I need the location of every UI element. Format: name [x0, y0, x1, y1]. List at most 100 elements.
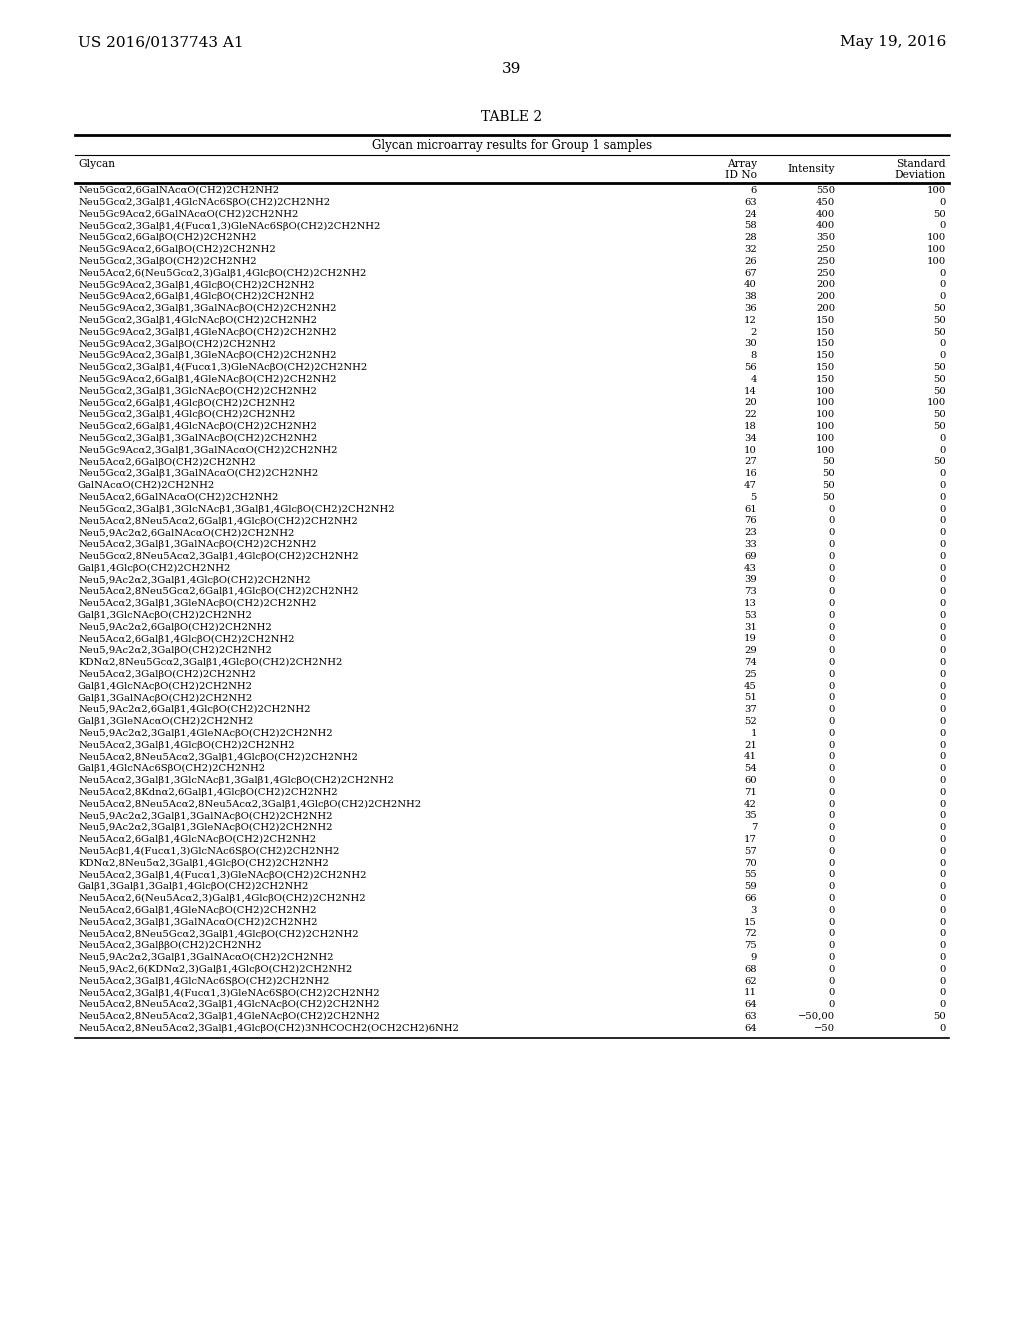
- Text: 0: 0: [828, 741, 835, 750]
- Text: 0: 0: [940, 764, 946, 774]
- Text: 13: 13: [744, 599, 757, 609]
- Text: 0: 0: [940, 717, 946, 726]
- Text: 0: 0: [940, 906, 946, 915]
- Text: 0: 0: [940, 564, 946, 573]
- Text: 15: 15: [744, 917, 757, 927]
- Text: 0: 0: [828, 611, 835, 620]
- Text: Neu5Acα2,8Neu5Acα2,3Galβ1,4GlcβO(CH2)2CH2NH2: Neu5Acα2,8Neu5Acα2,3Galβ1,4GlcβO(CH2)2CH…: [78, 752, 357, 762]
- Text: 5: 5: [751, 492, 757, 502]
- Text: Neu5Acα2,3Galβ1,3GlcNAcβ1,3Galβ1,4GlcβO(CH2)2CH2NH2: Neu5Acα2,3Galβ1,3GlcNAcβ1,3Galβ1,4GlcβO(…: [78, 776, 394, 785]
- Text: 30: 30: [744, 339, 757, 348]
- Text: 0: 0: [940, 894, 946, 903]
- Text: Neu5Acα2,3Galβ1,4(Fucα1,3)GleNAcβO(CH2)2CH2NH2: Neu5Acα2,3Galβ1,4(Fucα1,3)GleNAcβO(CH2)2…: [78, 870, 367, 879]
- Text: 0: 0: [828, 929, 835, 939]
- Text: 63: 63: [744, 1012, 757, 1020]
- Text: TABLE 2: TABLE 2: [481, 110, 543, 124]
- Text: 33: 33: [744, 540, 757, 549]
- Text: 0: 0: [940, 292, 946, 301]
- Text: 0: 0: [940, 965, 946, 974]
- Text: 0: 0: [940, 222, 946, 231]
- Text: Galβ1,3GlcNAcβO(CH2)2CH2NH2: Galβ1,3GlcNAcβO(CH2)2CH2NH2: [78, 611, 253, 620]
- Text: 0: 0: [940, 587, 946, 597]
- Text: 66: 66: [744, 894, 757, 903]
- Text: 0: 0: [940, 800, 946, 809]
- Text: 250: 250: [816, 257, 835, 265]
- Text: Neu5,9Ac2α2,6GalNAcαO(CH2)2CH2NH2: Neu5,9Ac2α2,6GalNAcαO(CH2)2CH2NH2: [78, 528, 294, 537]
- Text: 0: 0: [940, 917, 946, 927]
- Text: Galβ1,4GlcNAc6SβO(CH2)2CH2NH2: Galβ1,4GlcNAc6SβO(CH2)2CH2NH2: [78, 764, 266, 774]
- Text: 50: 50: [933, 411, 946, 420]
- Text: 38: 38: [744, 292, 757, 301]
- Text: 0: 0: [828, 657, 835, 667]
- Text: 0: 0: [940, 776, 946, 785]
- Text: 24: 24: [744, 210, 757, 219]
- Text: 47: 47: [744, 480, 757, 490]
- Text: 62: 62: [744, 977, 757, 986]
- Text: Neu5,9Ac2α2,6Galβ1,4GlcβO(CH2)2CH2NH2: Neu5,9Ac2α2,6Galβ1,4GlcβO(CH2)2CH2NH2: [78, 705, 310, 714]
- Text: Glycan: Glycan: [78, 158, 115, 169]
- Text: 64: 64: [744, 1001, 757, 1010]
- Text: Galβ1,3Galβ1,3Galβ1,4GlcβO(CH2)2CH2NH2: Galβ1,3Galβ1,3Galβ1,4GlcβO(CH2)2CH2NH2: [78, 882, 309, 891]
- Text: 150: 150: [816, 327, 835, 337]
- Text: 550: 550: [816, 186, 835, 195]
- Text: 61: 61: [744, 504, 757, 513]
- Text: Neu5Acα2,6Galβ1,4GlcNAcβO(CH2)2CH2NH2: Neu5Acα2,6Galβ1,4GlcNAcβO(CH2)2CH2NH2: [78, 836, 316, 843]
- Text: 0: 0: [940, 469, 946, 478]
- Text: Galβ1,4GlcβO(CH2)2CH2NH2: Galβ1,4GlcβO(CH2)2CH2NH2: [78, 564, 231, 573]
- Text: 32: 32: [744, 246, 757, 253]
- Text: 0: 0: [828, 752, 835, 762]
- Text: 0: 0: [940, 729, 946, 738]
- Text: 72: 72: [744, 929, 757, 939]
- Text: 0: 0: [828, 681, 835, 690]
- Text: 0: 0: [828, 693, 835, 702]
- Text: Neu5Gcα2,6Galβ1,4GlcβO(CH2)2CH2NH2: Neu5Gcα2,6Galβ1,4GlcβO(CH2)2CH2NH2: [78, 399, 295, 408]
- Text: Neu5,9Ac2,6(KDNα2,3)Galβ1,4GlcβO(CH2)2CH2NH2: Neu5,9Ac2,6(KDNα2,3)Galβ1,4GlcβO(CH2)2CH…: [78, 965, 352, 974]
- Text: 50: 50: [933, 210, 946, 219]
- Text: 0: 0: [940, 647, 946, 655]
- Text: Neu5Acα2,8Neu5Acα2,3Galβ1,4GlcβO(CH2)3NHCOCH2(OCH2CH2)6NH2: Neu5Acα2,8Neu5Acα2,3Galβ1,4GlcβO(CH2)3NH…: [78, 1024, 459, 1034]
- Text: 250: 250: [816, 268, 835, 277]
- Text: Neu5,9Ac2α2,3GalβO(CH2)2CH2NH2: Neu5,9Ac2α2,3GalβO(CH2)2CH2NH2: [78, 647, 272, 655]
- Text: Neu5Gc9Acα2,3Galβ1,3GalNAcαO(CH2)2CH2NH2: Neu5Gc9Acα2,3Galβ1,3GalNAcαO(CH2)2CH2NH2: [78, 446, 338, 454]
- Text: 0: 0: [940, 339, 946, 348]
- Text: 200: 200: [816, 280, 835, 289]
- Text: 4: 4: [751, 375, 757, 384]
- Text: 0: 0: [828, 729, 835, 738]
- Text: Neu5Gcα2,3Galβ1,4GlcNAcβO(CH2)2CH2NH2: Neu5Gcα2,3Galβ1,4GlcNAcβO(CH2)2CH2NH2: [78, 315, 317, 325]
- Text: 450: 450: [816, 198, 835, 207]
- Text: 39: 39: [503, 62, 521, 77]
- Text: 20: 20: [744, 399, 757, 408]
- Text: Neu5Gcα2,6GalNAcαO(CH2)2CH2NH2: Neu5Gcα2,6GalNAcαO(CH2)2CH2NH2: [78, 186, 280, 195]
- Text: 100: 100: [927, 246, 946, 253]
- Text: Neu5,9Ac2α2,3Galβ1,3GalNAcαO(CH2)2CH2NH2: Neu5,9Ac2α2,3Galβ1,3GalNAcαO(CH2)2CH2NH2: [78, 953, 334, 962]
- Text: Neu5Gc9Acα2,3Galβ1,4GleNAcβO(CH2)2CH2NH2: Neu5Gc9Acα2,3Galβ1,4GleNAcβO(CH2)2CH2NH2: [78, 327, 337, 337]
- Text: 0: 0: [828, 647, 835, 655]
- Text: 18: 18: [744, 422, 757, 432]
- Text: Neu5Acα2,3Galβ1,3GleNAcβO(CH2)2CH2NH2: Neu5Acα2,3Galβ1,3GleNAcβO(CH2)2CH2NH2: [78, 599, 316, 609]
- Text: 17: 17: [744, 836, 757, 843]
- Text: 74: 74: [744, 657, 757, 667]
- Text: 43: 43: [744, 564, 757, 573]
- Text: 35: 35: [744, 812, 757, 821]
- Text: 0: 0: [940, 788, 946, 797]
- Text: 0: 0: [940, 977, 946, 986]
- Text: 0: 0: [828, 717, 835, 726]
- Text: Neu5Acα2,3Galβ1,4GlcβO(CH2)2CH2NH2: Neu5Acα2,3Galβ1,4GlcβO(CH2)2CH2NH2: [78, 741, 295, 750]
- Text: Neu5Acα2,3GalββO(CH2)2CH2NH2: Neu5Acα2,3GalββO(CH2)2CH2NH2: [78, 941, 261, 950]
- Text: 0: 0: [940, 504, 946, 513]
- Text: Array: Array: [727, 158, 757, 169]
- Text: Neu5Gcα2,3Galβ1,3GalNAcβO(CH2)2CH2NH2: Neu5Gcα2,3Galβ1,3GalNAcβO(CH2)2CH2NH2: [78, 434, 317, 444]
- Text: 22: 22: [744, 411, 757, 420]
- Text: Neu5,9Ac2α2,3Galβ1,3GalNAcβO(CH2)2CH2NH2: Neu5,9Ac2α2,3Galβ1,3GalNAcβO(CH2)2CH2NH2: [78, 812, 333, 821]
- Text: 0: 0: [828, 858, 835, 867]
- Text: 8: 8: [751, 351, 757, 360]
- Text: Neu5Acα2,8Neu5Acα2,8Neu5Acα2,3Galβ1,4GlcβO(CH2)2CH2NH2: Neu5Acα2,8Neu5Acα2,8Neu5Acα2,3Galβ1,4Glc…: [78, 800, 421, 809]
- Text: Neu5Gcα2,3Galβ1,3GlcNAcβ1,3Galβ1,4GlcβO(CH2)2CH2NH2: Neu5Gcα2,3Galβ1,3GlcNAcβ1,3Galβ1,4GlcβO(…: [78, 504, 394, 513]
- Text: Neu5Acα2,6GalNAcαO(CH2)2CH2NH2: Neu5Acα2,6GalNAcαO(CH2)2CH2NH2: [78, 492, 279, 502]
- Text: 0: 0: [828, 576, 835, 585]
- Text: GalNAcαO(CH2)2CH2NH2: GalNAcαO(CH2)2CH2NH2: [78, 480, 215, 490]
- Text: Neu5Gc9Acα2,6GalβO(CH2)2CH2NH2: Neu5Gc9Acα2,6GalβO(CH2)2CH2NH2: [78, 246, 275, 255]
- Text: 51: 51: [744, 693, 757, 702]
- Text: 64: 64: [744, 1024, 757, 1032]
- Text: Neu5Gcα2,3Galβ1,3GlcNAcβO(CH2)2CH2NH2: Neu5Gcα2,3Galβ1,3GlcNAcβO(CH2)2CH2NH2: [78, 387, 316, 396]
